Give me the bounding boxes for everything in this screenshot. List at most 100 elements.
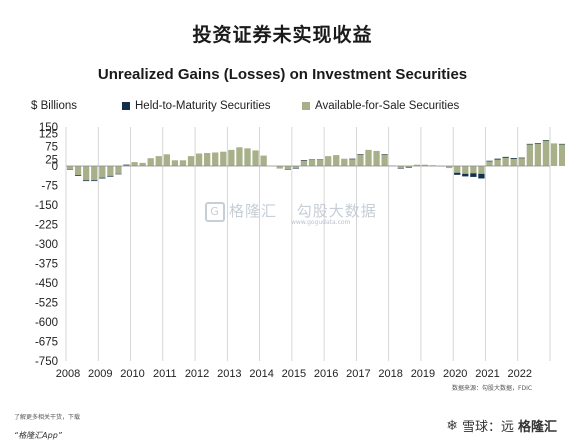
x-tick-label: 2011 — [153, 368, 177, 380]
snowball-icon: ❄ — [446, 417, 458, 434]
bar-htm — [510, 158, 517, 159]
bar-afs — [66, 166, 74, 170]
legend-label-htm: Held-to-Maturity Securities — [135, 100, 271, 112]
bar-afs — [333, 155, 340, 166]
bar-afs — [526, 143, 533, 166]
y-tick-label: -150 — [35, 200, 58, 212]
bar-htm — [284, 169, 291, 170]
bar-afs — [341, 158, 348, 166]
bar-afs — [502, 156, 509, 166]
bar-afs — [252, 150, 259, 166]
x-tick-label: 2008 — [56, 368, 80, 380]
legend-item-afs: Available-for-Sale Securities — [302, 100, 459, 112]
watermark: G 格隆汇 勾股大数据 — [205, 200, 377, 222]
y-tick-label: -225 — [35, 220, 58, 232]
bar-afs — [244, 148, 251, 166]
x-tick-label: 2010 — [120, 368, 144, 380]
footer-credit-brand: 格隆汇 — [517, 420, 557, 435]
y-tick-label: -675 — [35, 337, 58, 349]
bar-afs — [357, 154, 364, 166]
bar-htm — [462, 173, 469, 177]
bar-afs — [316, 159, 324, 166]
x-tick-label: 2013 — [217, 368, 241, 380]
bar-afs — [155, 156, 162, 166]
y-tick-label: 75 — [45, 142, 58, 154]
x-tick-label: 2016 — [314, 368, 338, 380]
bar-afs — [123, 164, 130, 166]
bar-htm — [381, 154, 388, 155]
bar-htm — [349, 158, 356, 160]
y-tick-label: 125 — [39, 129, 58, 141]
bar-htm — [486, 160, 493, 162]
x-tick-label: 2014 — [249, 368, 273, 380]
bar-htm — [542, 140, 550, 141]
bar-afs — [204, 153, 211, 166]
bar-htm — [478, 173, 485, 179]
bar-htm — [316, 159, 324, 161]
bar-afs — [373, 150, 380, 166]
bar-afs — [470, 166, 477, 174]
bar-afs — [131, 162, 138, 166]
legend-label-afs: Available-for-Sale Securities — [315, 100, 460, 112]
bar-afs — [462, 166, 469, 174]
bar-htm — [502, 156, 509, 158]
bar-afs — [542, 140, 550, 166]
watermark-product: 勾股大数据 — [296, 202, 377, 220]
bar-htm — [300, 160, 308, 161]
bar-afs — [494, 158, 501, 166]
y-tick-label: 25 — [45, 155, 58, 167]
bar-afs — [91, 166, 98, 181]
bar-htm — [526, 143, 533, 145]
x-tick-label: 2020 — [443, 368, 467, 380]
bar-afs — [365, 149, 372, 166]
bar-afs — [550, 143, 558, 166]
x-tick-label: 2009 — [88, 368, 112, 380]
bar-afs — [558, 143, 565, 166]
bar-htm — [107, 175, 114, 177]
footer-credit: ❄ 雪球：远 格隆汇 — [446, 416, 557, 436]
bar-afs — [284, 166, 291, 170]
y-tick-label: -75 — [41, 181, 58, 193]
bar-afs — [163, 154, 170, 166]
bar-afs — [397, 166, 404, 169]
bar-htm — [91, 180, 98, 182]
y-tick-label: -750 — [35, 356, 58, 368]
bar-afs — [115, 166, 122, 174]
x-tick-label: 2021 — [475, 368, 499, 380]
bar-afs — [454, 166, 461, 173]
bar-afs — [446, 166, 453, 169]
legend-swatch-htm — [122, 102, 130, 110]
bar-afs — [236, 147, 243, 166]
bar-htm — [518, 157, 525, 159]
bar-htm — [123, 164, 130, 166]
bar-afs — [99, 166, 106, 178]
bar-afs — [83, 166, 90, 181]
bar-afs — [179, 160, 187, 166]
bar-afs — [195, 153, 203, 166]
bar-afs — [74, 166, 82, 176]
bar-afs — [139, 162, 146, 166]
legend-swatch-afs — [302, 102, 310, 110]
bar-htm — [558, 143, 565, 145]
bar-htm — [99, 177, 106, 179]
bar-afs — [405, 166, 412, 168]
bar-afs — [325, 156, 332, 166]
watermark-brand: 格隆汇 — [229, 202, 278, 220]
y-axis-unit-label: $ Billions — [31, 100, 78, 112]
y-tick-label: -300 — [35, 239, 58, 251]
y-tick-label: -450 — [35, 278, 58, 290]
bar-htm — [357, 154, 364, 155]
y-tick-label: 0 — [52, 161, 58, 173]
bar-afs — [107, 166, 114, 176]
bar-afs — [478, 166, 485, 174]
bar-afs — [349, 158, 356, 166]
bar-afs — [510, 158, 517, 166]
bar-htm — [470, 173, 477, 177]
source-note: 数据来源：勾股大数据，FDIC — [452, 385, 533, 392]
bar-afs — [300, 160, 308, 166]
bar-afs — [212, 152, 219, 166]
bar-afs — [228, 149, 235, 166]
x-tick-label: 2015 — [282, 368, 306, 380]
bar-afs — [187, 156, 195, 166]
